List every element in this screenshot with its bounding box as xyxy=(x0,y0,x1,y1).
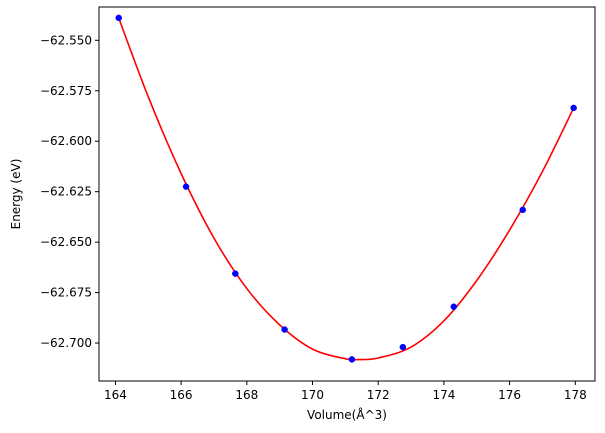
y-axis-ticks: −62.700 −62.675 −62.650 −62.625 −62.600 −62.5… xyxy=(40,33,99,350)
x-tick-label: 174 xyxy=(432,388,455,402)
x-tick-label: 172 xyxy=(367,388,390,402)
x-tick-label: 168 xyxy=(235,388,258,402)
axes-frame xyxy=(98,6,596,382)
x-axis-ticks: 164 166 168 170 172 174 176 178 xyxy=(104,381,587,402)
y-tick-label: −62.550 xyxy=(40,33,92,47)
y-tick-label: −62.675 xyxy=(40,286,92,300)
data-point xyxy=(281,326,288,333)
data-point xyxy=(348,356,356,363)
data-point xyxy=(182,183,190,190)
data-point xyxy=(570,104,577,112)
x-tick-label: 176 xyxy=(498,388,521,402)
data-points xyxy=(115,14,577,363)
x-tick-label: 166 xyxy=(170,388,193,402)
x-tick-label: 170 xyxy=(301,388,324,402)
plot-area xyxy=(115,14,577,363)
x-axis-label: Volume(Å^3) xyxy=(307,407,387,422)
x-tick-label: 164 xyxy=(104,388,127,402)
data-point xyxy=(450,303,458,310)
data-point xyxy=(399,343,407,351)
y-tick-label: −62.625 xyxy=(40,185,92,199)
data-point xyxy=(519,206,526,214)
y-tick-label: −62.600 xyxy=(40,134,92,148)
data-point xyxy=(232,270,239,277)
y-tick-label: −62.575 xyxy=(40,84,92,98)
data-point xyxy=(115,14,122,22)
x-tick-label: 178 xyxy=(564,388,587,402)
y-tick-label: −62.700 xyxy=(40,336,92,350)
y-tick-label: −62.650 xyxy=(40,235,92,249)
y-axis-label: Energy (eV) xyxy=(9,159,23,230)
